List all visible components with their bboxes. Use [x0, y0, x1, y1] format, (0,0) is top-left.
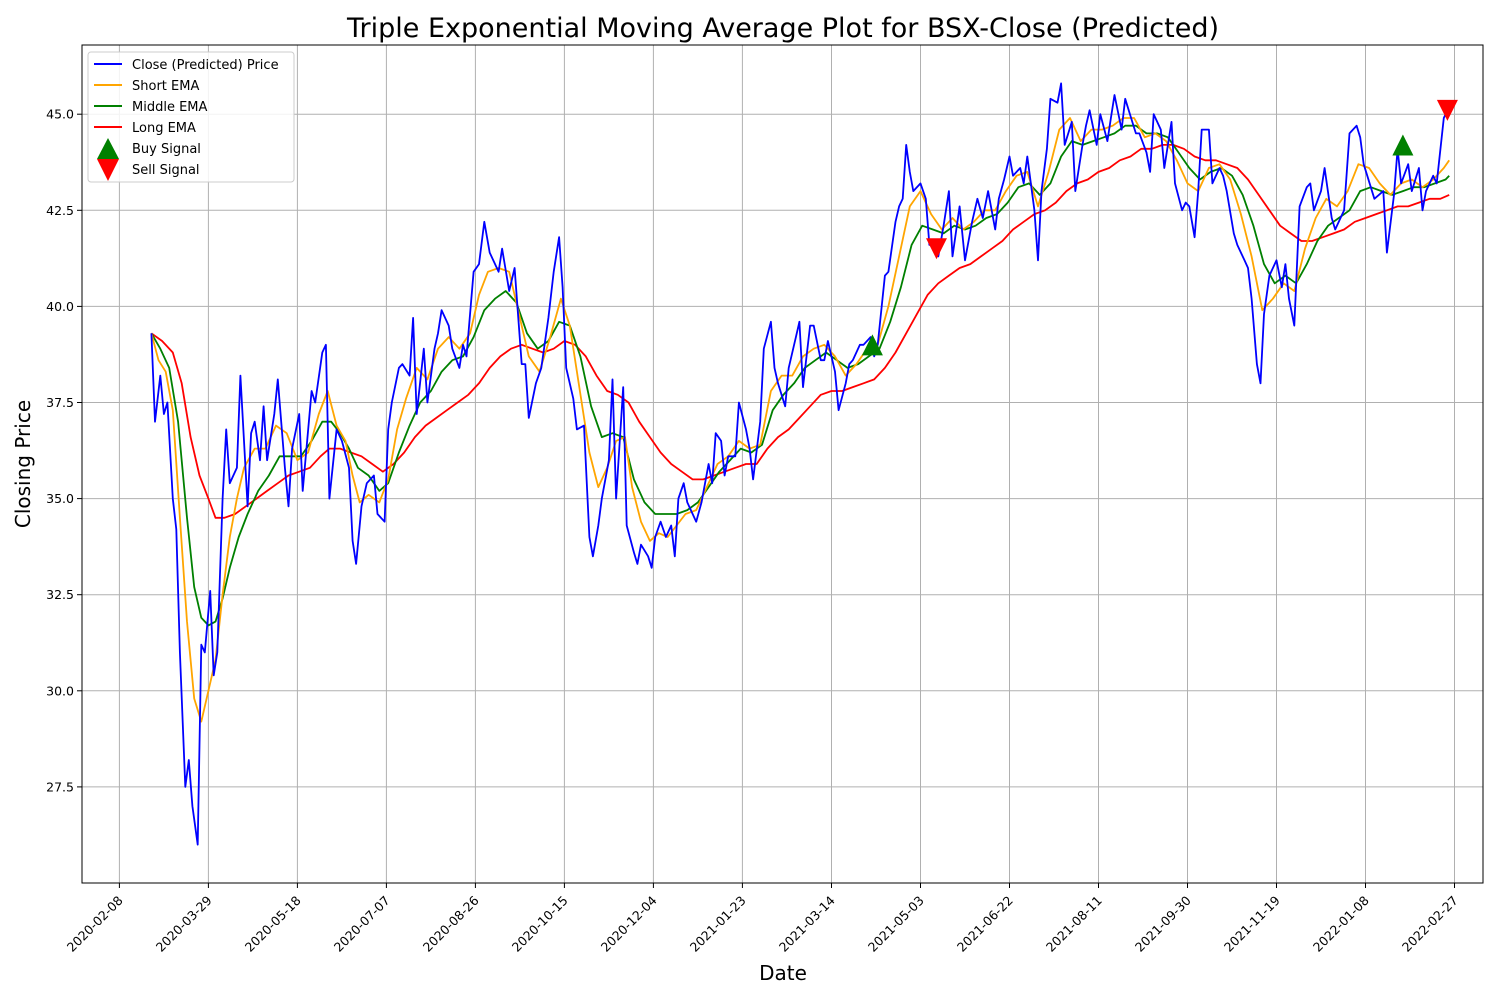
- sell-signal-marker: [925, 238, 947, 260]
- sell-signal-marker: [1436, 99, 1458, 121]
- y-tick-label: 37.5: [46, 395, 74, 410]
- legend-label-middle-ema: Middle EMA: [132, 100, 208, 115]
- legend-swatch-buy-signal: [97, 138, 119, 159]
- close-price-line: [150, 82, 1451, 846]
- legend-label-sell-signal: Sell Signal: [132, 163, 200, 178]
- y-tick-label: 45.0: [46, 107, 74, 122]
- plot-area: [81, 44, 1484, 884]
- legend-label-short-ema: Short EMA: [132, 79, 199, 94]
- legend-label-close: Close (Predicted) Price: [132, 58, 279, 73]
- legend: Close (Predicted) Price Short EMA Middle…: [87, 51, 295, 183]
- chart-title: Triple Exponential Moving Average Plot f…: [346, 13, 1219, 44]
- buy-signal-marker: [1392, 134, 1414, 156]
- y-tick-label: 30.0: [46, 683, 74, 698]
- y-axis-label: Closing Price: [11, 400, 35, 528]
- legend-label-buy-signal: Buy Signal: [132, 142, 201, 157]
- buy-signal-marker: [861, 334, 883, 356]
- y-tick-label: 42.5: [46, 203, 74, 218]
- legend-label-long-ema: Long EMA: [132, 121, 196, 136]
- y-tick-label: 32.5: [46, 587, 74, 602]
- x-axis-label: Date: [759, 961, 807, 985]
- y-axis: 27.5 30.0 32.5 35.0 37.5 40.0 42.5 45.0: [46, 107, 82, 794]
- signal-markers: [861, 99, 1458, 356]
- legend-box: [87, 51, 295, 183]
- short-ema-line: [150, 117, 1450, 723]
- y-tick-label: 40.0: [46, 299, 74, 314]
- plot-background: [82, 45, 1483, 883]
- long-ema-line: [150, 143, 1450, 519]
- plot-frame: [81, 44, 1484, 884]
- y-tick-label: 35.0: [46, 491, 74, 506]
- y-tick-label: 27.5: [46, 779, 74, 794]
- legend-swatch-sell-signal: [97, 159, 119, 181]
- series-lines: [150, 82, 1451, 846]
